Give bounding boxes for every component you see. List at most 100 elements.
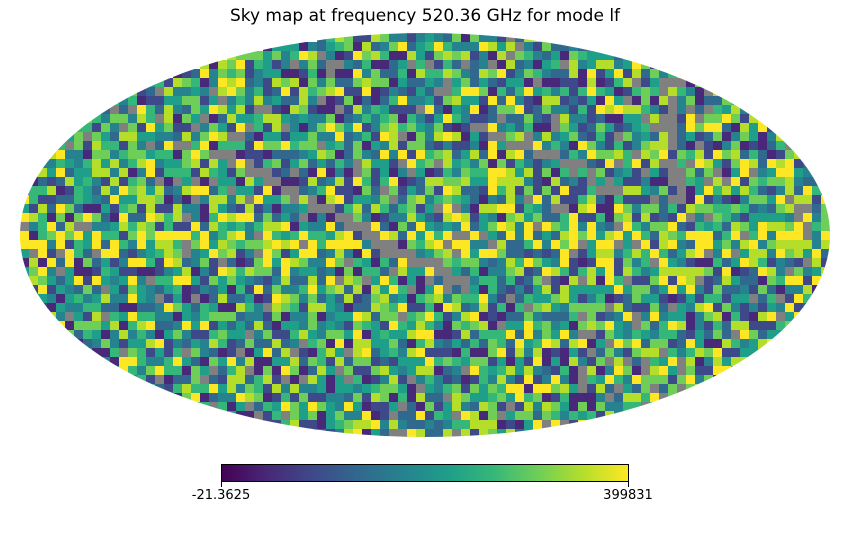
sky-pixel <box>371 69 381 79</box>
sky-pixel <box>407 330 417 340</box>
sky-pixel <box>479 141 489 151</box>
sky-pixel <box>569 339 579 349</box>
sky-pixel <box>128 231 138 241</box>
sky-pixel <box>686 276 696 286</box>
sky-pixel <box>686 123 696 133</box>
sky-pixel <box>479 123 489 133</box>
sky-pixel <box>587 159 597 169</box>
sky-pixel <box>695 375 705 385</box>
sky-pixel <box>47 177 57 187</box>
sky-pixel <box>353 249 363 259</box>
sky-pixel <box>650 411 660 421</box>
sky-pixel <box>551 330 561 340</box>
sky-pixel <box>119 249 129 259</box>
sky-pixel <box>326 393 336 403</box>
sky-pixel <box>560 303 570 313</box>
sky-pixel <box>173 258 183 268</box>
sky-pixel <box>686 321 696 331</box>
sky-pixel <box>614 258 624 268</box>
sky-pixel <box>335 429 345 437</box>
sky-pixel <box>173 78 183 88</box>
sky-pixel <box>299 177 309 187</box>
sky-pixel <box>767 357 777 367</box>
sky-pixel <box>506 393 516 403</box>
sky-pixel <box>686 132 696 142</box>
sky-pixel <box>128 114 138 124</box>
sky-pixel <box>290 294 300 304</box>
sky-pixel <box>506 33 516 43</box>
sky-pixel <box>110 141 120 151</box>
sky-pixel <box>722 186 732 196</box>
sky-pixel <box>614 96 624 106</box>
sky-pixel <box>434 177 444 187</box>
sky-pixel <box>101 303 111 313</box>
sky-pixel <box>668 357 678 367</box>
sky-pixel <box>56 231 66 241</box>
sky-pixel <box>236 321 246 331</box>
sky-pixel <box>128 168 138 178</box>
sky-pixel <box>101 357 111 367</box>
sky-pixel <box>344 78 354 88</box>
sky-pixel <box>704 141 714 151</box>
sky-pixel <box>272 60 282 70</box>
sky-pixel <box>551 348 561 358</box>
sky-pixel <box>191 96 201 106</box>
sky-pixel <box>110 366 120 376</box>
sky-pixel <box>443 132 453 142</box>
sky-pixel <box>407 204 417 214</box>
sky-pixel <box>488 303 498 313</box>
sky-pixel <box>245 375 255 385</box>
sky-pixel <box>398 357 408 367</box>
sky-pixel <box>524 420 534 430</box>
sky-pixel <box>533 258 543 268</box>
sky-pixel <box>515 114 525 124</box>
sky-pixel <box>425 357 435 367</box>
sky-pixel <box>182 114 192 124</box>
sky-pixel <box>758 330 768 340</box>
sky-pixel <box>200 312 210 322</box>
sky-pixel <box>812 249 822 259</box>
sky-pixel <box>200 339 210 349</box>
sky-pixel <box>434 132 444 142</box>
sky-pixel <box>146 276 156 286</box>
sky-pixel <box>749 267 759 277</box>
sky-pixel <box>623 393 633 403</box>
sky-pixel <box>308 375 318 385</box>
sky-pixel <box>20 258 30 268</box>
sky-pixel <box>695 168 705 178</box>
sky-pixel <box>290 114 300 124</box>
sky-pixel <box>164 87 174 97</box>
sky-pixel <box>164 105 174 115</box>
sky-pixel <box>623 186 633 196</box>
sky-pixel <box>362 321 372 331</box>
sky-pixel <box>704 231 714 241</box>
sky-pixel <box>803 267 813 277</box>
sky-pixel <box>236 330 246 340</box>
sky-pixel <box>713 366 723 376</box>
sky-pixel <box>65 186 75 196</box>
sky-pixel <box>416 420 426 430</box>
sky-pixel <box>452 60 462 70</box>
sky-pixel <box>362 186 372 196</box>
sky-pixel <box>551 60 561 70</box>
sky-pixel <box>191 375 201 385</box>
sky-pixel <box>749 168 759 178</box>
sky-pixel <box>245 204 255 214</box>
sky-pixel <box>560 240 570 250</box>
sky-pixel <box>767 222 777 232</box>
sky-pixel <box>650 366 660 376</box>
sky-pixel <box>650 213 660 223</box>
sky-pixel <box>452 375 462 385</box>
sky-pixel <box>371 159 381 169</box>
sky-pixel <box>299 258 309 268</box>
sky-pixel <box>128 348 138 358</box>
sky-pixel <box>407 339 417 349</box>
sky-pixel <box>353 114 363 124</box>
sky-pixel <box>335 438 345 448</box>
sky-pixel <box>155 285 165 295</box>
sky-pixel <box>443 96 453 106</box>
sky-pixel <box>344 231 354 241</box>
sky-pixel <box>542 240 552 250</box>
sky-pixel <box>173 303 183 313</box>
sky-pixel <box>596 51 606 61</box>
